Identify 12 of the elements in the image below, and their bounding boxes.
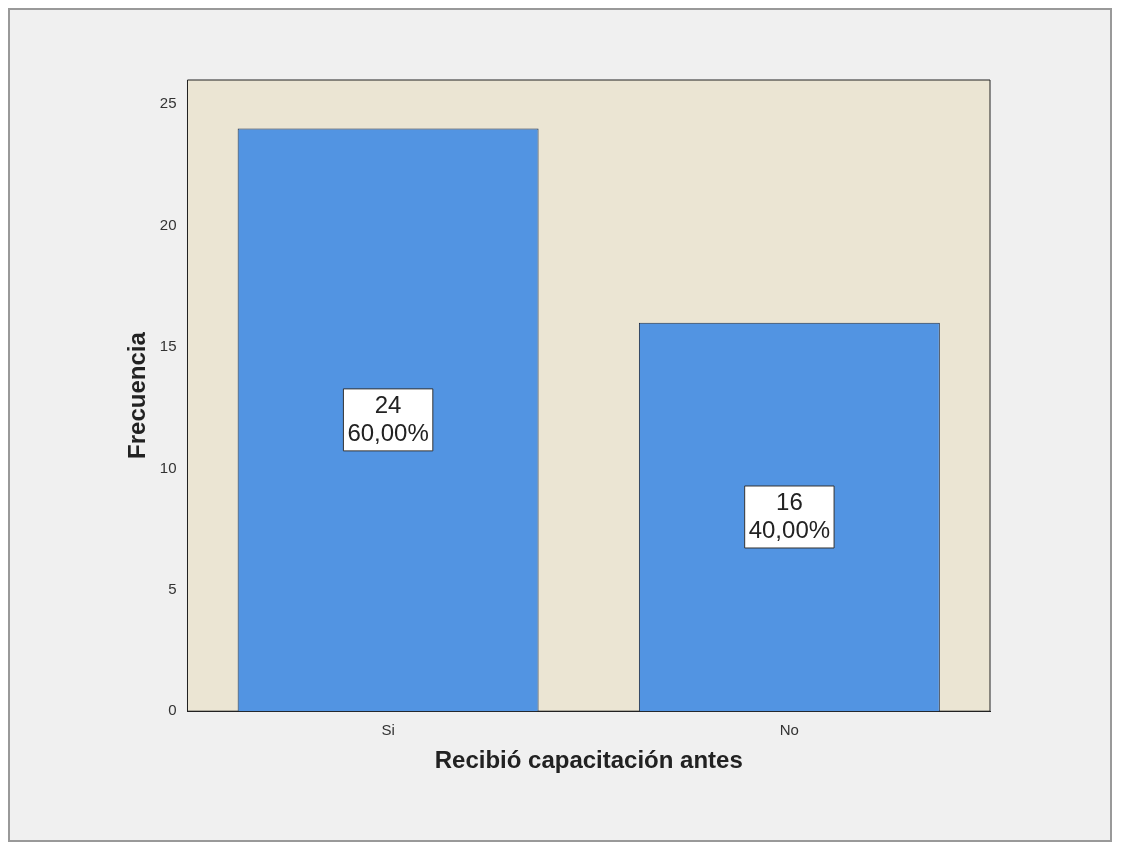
y-tick-label: 15 xyxy=(159,337,177,355)
y-tick-label: 5 xyxy=(168,579,177,597)
data-label: 24 60,00% xyxy=(347,390,429,446)
y-tick-label: 20 xyxy=(159,215,177,233)
x-axis-title: Recibió capacitación antes xyxy=(434,746,743,774)
y-tick-label: 25 xyxy=(159,94,177,112)
x-tick-label: Si xyxy=(381,721,395,739)
x-tick-label: No xyxy=(779,721,799,739)
y-tick-label: 0 xyxy=(168,701,177,719)
data-label: 16 40,00% xyxy=(748,487,831,543)
y-tick-label: 10 xyxy=(159,458,177,476)
y-axis-title: Frecuencia xyxy=(123,331,151,459)
